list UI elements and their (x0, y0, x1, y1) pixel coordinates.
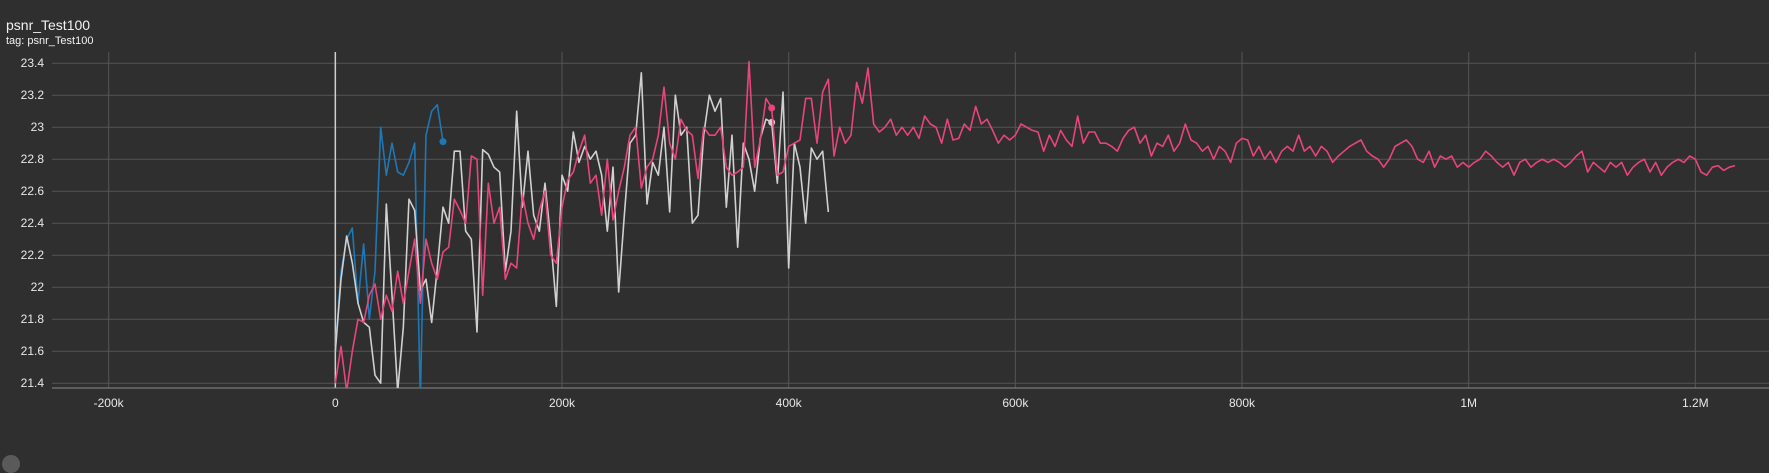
series-lines (334, 60, 1736, 399)
y-tick-label: 22.8 (21, 152, 45, 166)
y-tick-label: 21.8 (21, 312, 45, 326)
chart-title: psnr_Test100 (6, 17, 91, 33)
x-tick-label: 0 (332, 396, 339, 410)
series-end-marker-2[interactable] (768, 104, 776, 112)
y-tick-label: 23 (31, 120, 45, 134)
y-tick-label: 22 (31, 280, 45, 294)
y-tick-label: 21.6 (21, 344, 45, 358)
x-tick-label: -200k (94, 396, 125, 410)
chart-tag: tag: psnr_Test100 (6, 35, 94, 47)
y-tick-label: 23.4 (21, 56, 45, 70)
x-tick-label: 1M (1460, 396, 1477, 410)
y-tick-label: 21.4 (21, 376, 45, 390)
expand-button[interactable] (2, 455, 20, 473)
y-tick-label: 22.4 (21, 216, 45, 230)
y-tick-label: 22.2 (21, 248, 45, 262)
series-line-1[interactable] (334, 72, 830, 391)
series-line-2[interactable] (334, 60, 1736, 392)
x-tick-label: 600k (1002, 396, 1029, 410)
grid (52, 52, 1769, 388)
axes (52, 52, 1769, 389)
series-end-marker-1[interactable] (768, 118, 776, 126)
x-tick-label: 200k (549, 396, 576, 410)
tick-labels: 21.4 21.6 21.8 22 22.2 22.4 22.6 22.8 23 23.2 23.4… (21, 56, 1709, 410)
y-tick-label: 23.2 (21, 88, 45, 102)
line-chart[interactable]: 21.4 21.6 21.8 22 22.2 22.4 22.6 22.8 23 23.2 23.4… (0, 0, 1769, 462)
y-tick-label: 22.6 (21, 184, 45, 198)
x-tick-label: 800k (1229, 396, 1256, 410)
x-tick-label: 400k (776, 396, 803, 410)
x-tick-label: 1.2M (1682, 396, 1709, 410)
series-end-marker-0[interactable] (439, 138, 447, 146)
series-line-0[interactable] (334, 104, 444, 399)
